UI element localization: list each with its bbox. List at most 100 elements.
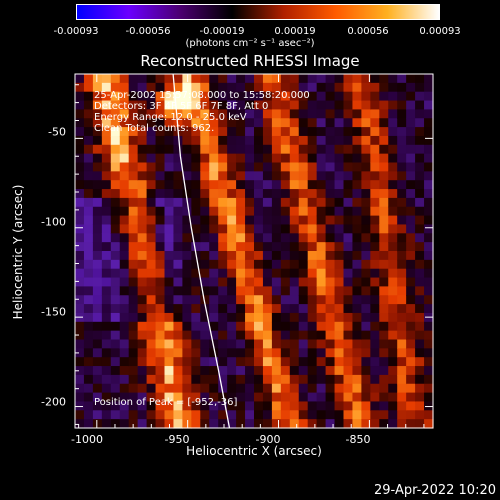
heatmap-cell: [289, 401, 300, 411]
x-tick-label: -900: [255, 433, 281, 446]
heatmap-cell: [92, 251, 103, 261]
heatmap-cell: [75, 268, 85, 279]
heatmap-cell: [101, 410, 112, 420]
heatmap-cell: [352, 100, 362, 110]
heatmap-cell: [83, 82, 94, 93]
heatmap-cell: [101, 206, 112, 217]
heatmap-cell: [388, 171, 398, 181]
heatmap-cell: [182, 410, 192, 420]
heatmap-cell: [200, 268, 210, 279]
heatmap-cell: [173, 215, 183, 226]
heatmap-cell: [218, 109, 228, 119]
heatmap-cell: [200, 242, 210, 252]
heatmap-cell: [271, 197, 282, 208]
heatmap-cell: [110, 91, 121, 102]
heatmap-cell: [361, 259, 371, 270]
heatmap-cell: [361, 286, 371, 296]
heatmap-cell: [316, 206, 327, 217]
heatmap-cell: [191, 189, 201, 199]
heatmap-cell: [388, 82, 398, 93]
heatmap-cell: [415, 91, 425, 102]
heatmap-cell: [245, 357, 255, 367]
heatmap-cell: [146, 321, 157, 332]
heatmap-cell: [110, 215, 121, 226]
heatmap-cell: [119, 312, 130, 323]
heatmap-cell: [334, 162, 345, 172]
heatmap-cell: [254, 74, 264, 84]
heatmap-cell: [379, 135, 389, 146]
heatmap-cell: [379, 357, 389, 367]
heatmap-cell: [343, 224, 354, 234]
heatmap-cell: [289, 268, 300, 279]
heatmap-cell: [200, 189, 210, 199]
heatmap-cell: [182, 118, 192, 128]
heatmap-cell: [191, 419, 201, 429]
heatmap-cell: [307, 286, 318, 296]
heatmap-cell: [83, 180, 94, 190]
heatmap-cell: [83, 153, 94, 164]
heatmap-cell: [110, 224, 121, 234]
heatmap-cell: [352, 118, 362, 128]
heatmap-cell: [370, 215, 380, 226]
heatmap-cell: [325, 189, 336, 199]
heatmap-cell: [424, 392, 434, 403]
heatmap-cell: [119, 268, 130, 279]
heatmap-cell: [397, 366, 407, 376]
heatmap-cell: [388, 189, 398, 199]
heatmap-cell: [173, 286, 183, 296]
heatmap-cell: [424, 304, 434, 314]
heatmap-cell: [128, 419, 139, 429]
heatmap-cell: [227, 189, 237, 199]
heatmap-cell: [397, 153, 407, 164]
heatmap-cell: [415, 127, 425, 137]
heatmap-cell: [245, 74, 255, 84]
heatmap-cell: [307, 277, 318, 287]
heatmap-cell: [254, 127, 264, 137]
heatmap-cell: [164, 295, 175, 305]
heatmap-cell: [146, 82, 157, 93]
heatmap-cell: [146, 401, 157, 411]
heatmap-cell: [173, 197, 183, 208]
heatmap-cell: [128, 180, 139, 190]
heatmap-cell: [271, 74, 282, 84]
heatmap-cell: [191, 357, 201, 367]
heatmap-cell: [334, 180, 345, 190]
heatmap-cell: [164, 144, 175, 155]
heatmap-cell: [245, 127, 255, 137]
heatmap-cell: [415, 242, 425, 252]
heatmap-cell: [415, 118, 425, 128]
heatmap-cell: [146, 304, 157, 314]
heatmap-cell: [254, 233, 264, 243]
heatmap-cell: [191, 259, 201, 270]
heatmap-cell: [119, 286, 130, 296]
heatmap-cell: [397, 233, 407, 243]
heatmap-cell: [75, 321, 85, 332]
colorbar-tick: -0.00019: [199, 26, 245, 37]
heatmap-cell: [218, 162, 228, 172]
heatmap-cell: [415, 100, 425, 110]
heatmap-cell: [227, 410, 237, 420]
heatmap-cell: [352, 321, 362, 332]
heatmap-cell: [316, 82, 327, 93]
heatmap-cell: [271, 348, 282, 358]
heatmap-cell: [388, 91, 398, 102]
heatmap-cell: [343, 330, 354, 341]
heatmap-cell: [164, 259, 175, 270]
heatmap-cell: [236, 135, 246, 146]
heatmap-cell: [415, 348, 425, 358]
heatmap-cell: [92, 268, 103, 279]
heatmap-cell: [146, 330, 157, 341]
heatmap-cell: [388, 339, 398, 349]
heatmap-cell: [209, 82, 219, 93]
heatmap-cell: [289, 144, 300, 155]
heatmap-cell: [218, 268, 228, 279]
heatmap-cell: [236, 286, 246, 296]
heatmap-cell: [361, 339, 371, 349]
heatmap-cell: [83, 206, 94, 217]
heatmap-cell: [415, 197, 425, 208]
heatmap-cell: [173, 304, 183, 314]
heatmap-cell: [343, 392, 354, 403]
heatmap-cell: [92, 401, 103, 411]
heatmap-cell: [227, 197, 237, 208]
heatmap-cell: [227, 374, 237, 385]
